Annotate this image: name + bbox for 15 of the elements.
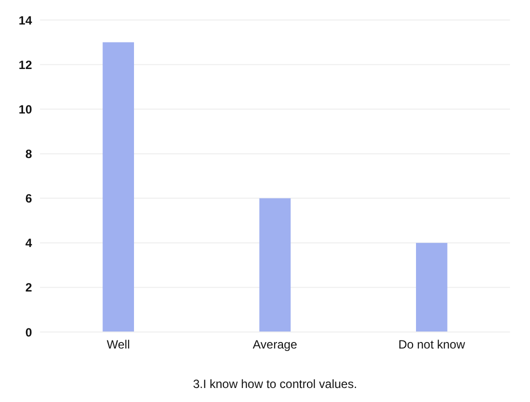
y-tick-label: 8 <box>25 146 32 161</box>
y-tick-label: 12 <box>18 58 32 72</box>
y-tick-label: 14 <box>18 13 32 28</box>
x-axis-title: 3.I know how to control values. <box>192 377 358 391</box>
y-tick-label: 2 <box>25 280 32 295</box>
bar <box>102 42 134 332</box>
bar <box>416 242 448 332</box>
x-tick-label: Do not know <box>398 338 466 352</box>
x-tick-label: Average <box>252 338 298 352</box>
x-tick-label: Well <box>106 338 130 352</box>
y-tick-label: 6 <box>25 192 32 206</box>
y-tick-label: 10 <box>18 102 32 116</box>
bar <box>259 198 291 332</box>
y-tick-label: 4 <box>25 236 32 250</box>
y-tick-label: 0 <box>25 325 32 340</box>
